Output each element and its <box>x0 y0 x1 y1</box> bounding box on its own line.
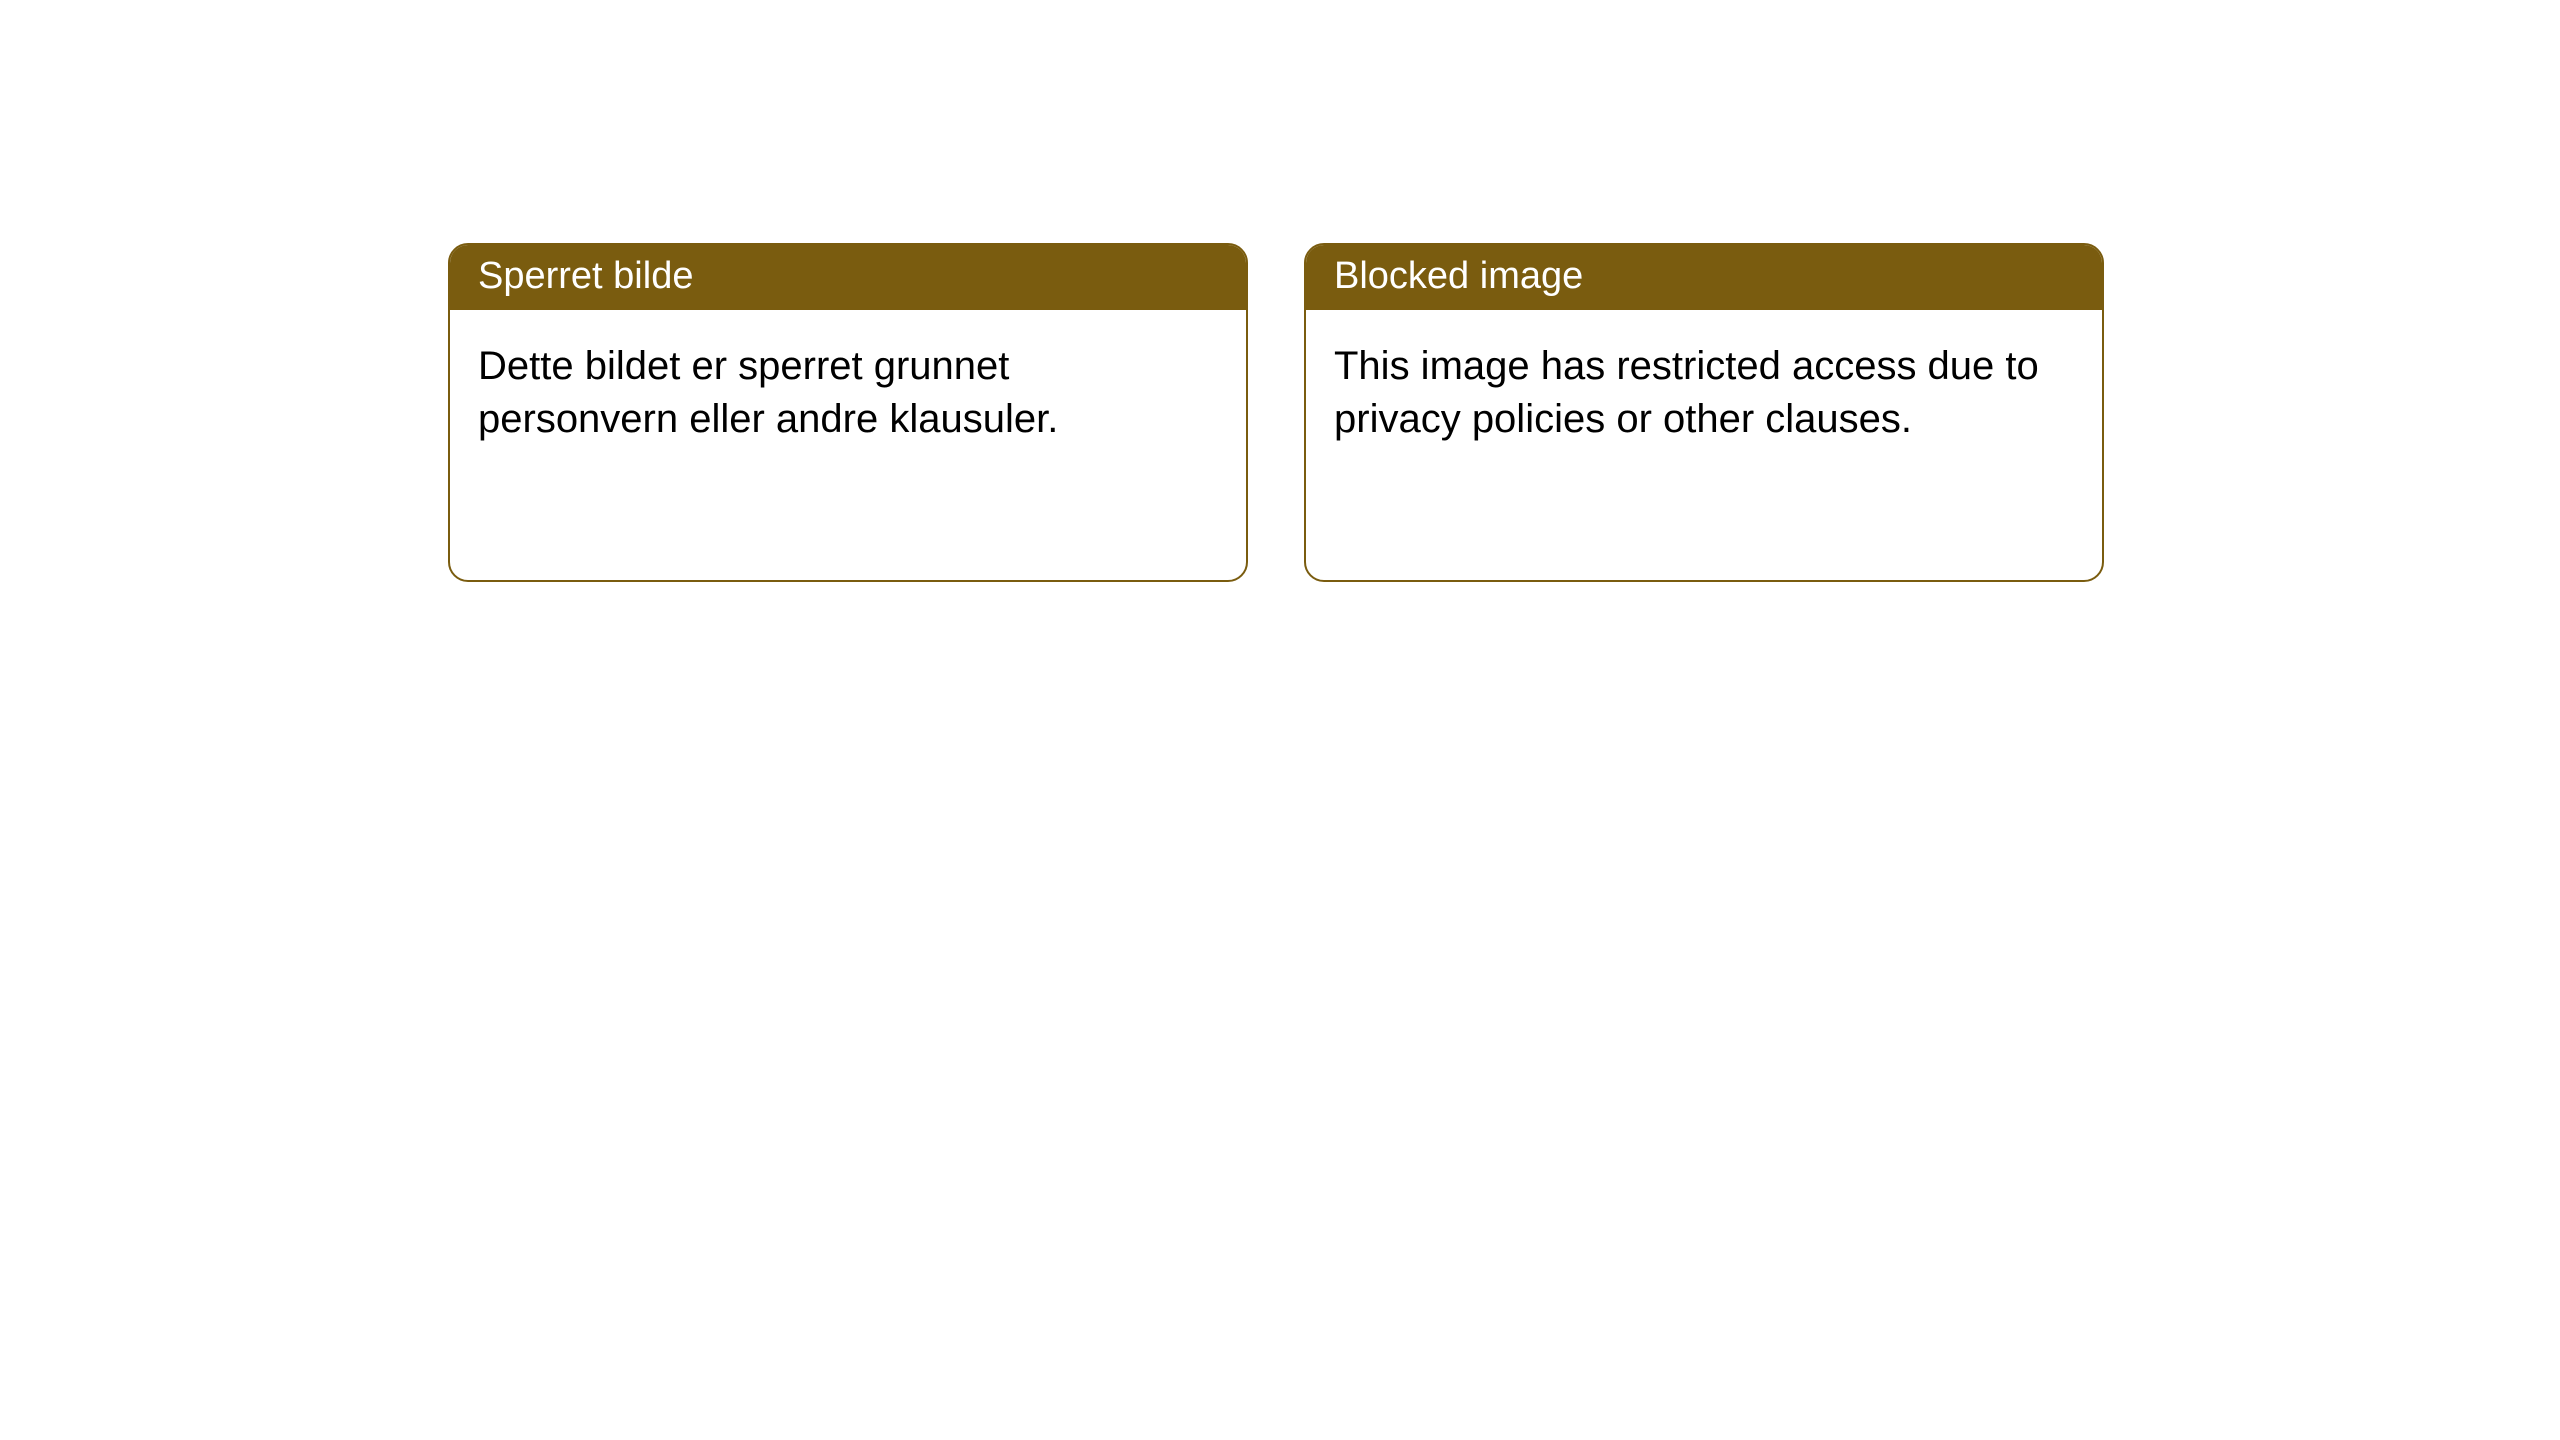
notice-title: Blocked image <box>1306 245 2102 310</box>
notice-card-english: Blocked image This image has restricted … <box>1304 243 2104 582</box>
notice-body: Dette bildet er sperret grunnet personve… <box>450 310 1246 580</box>
notice-title: Sperret bilde <box>450 245 1246 310</box>
notice-body: This image has restricted access due to … <box>1306 310 2102 580</box>
notice-container: Sperret bilde Dette bildet er sperret gr… <box>0 0 2560 582</box>
notice-card-norwegian: Sperret bilde Dette bildet er sperret gr… <box>448 243 1248 582</box>
